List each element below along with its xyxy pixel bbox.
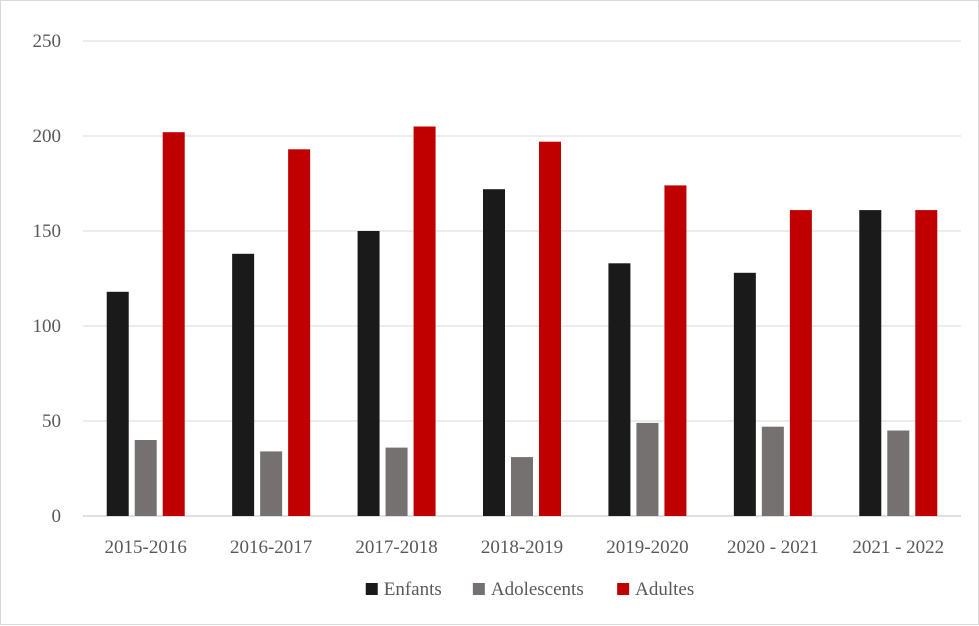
legend-swatch-adultes [617,583,630,595]
y-tick-label: 100 [33,316,62,337]
bar-adolescents [887,430,910,516]
bar-enfants [733,272,756,516]
bar-adultes [789,210,812,516]
x-tick-label: 2019-2020 [606,537,688,558]
bar-enfants [608,263,631,516]
bar-adolescents [260,451,283,516]
x-tick-label: 2017-2018 [355,537,437,558]
y-tick-label: 250 [33,31,62,52]
legend-swatch-enfants [365,583,378,595]
bar-adultes [288,149,311,517]
bar-adolescents [761,426,784,516]
bar-adolescents [385,447,408,516]
bar-adultes [664,185,687,516]
x-tick-label: 2018-2019 [481,537,563,558]
legend-swatch-adolescents [472,583,485,595]
bar-adolescents [511,457,533,516]
bar-enfants [859,210,882,516]
bar-adultes [162,132,185,516]
bar-adultes [539,141,561,516]
y-tick-label: 0 [52,506,62,527]
legend-label-enfants: Enfants [384,579,442,600]
bar-adultes [413,126,436,516]
bar-enfants [483,189,505,516]
legend-label-adolescents: Adolescents [491,579,584,600]
bar-adolescents [134,440,157,516]
x-tick-label: 2021 - 2022 [852,537,944,558]
legend-label-adultes: Adultes [635,579,694,600]
bar-enfants [232,253,255,517]
x-tick-label: 2015-2016 [105,537,187,558]
y-tick-label: 50 [42,411,61,432]
bar-enfants [357,231,380,516]
bar-adultes [915,210,938,516]
bar-enfants [106,291,129,516]
x-tick-label: 2016-2017 [230,537,312,558]
x-tick-label: 2020 - 2021 [727,537,819,558]
y-tick-label: 200 [33,126,62,147]
y-tick-label: 150 [33,221,62,242]
bar-adolescents [636,422,659,516]
